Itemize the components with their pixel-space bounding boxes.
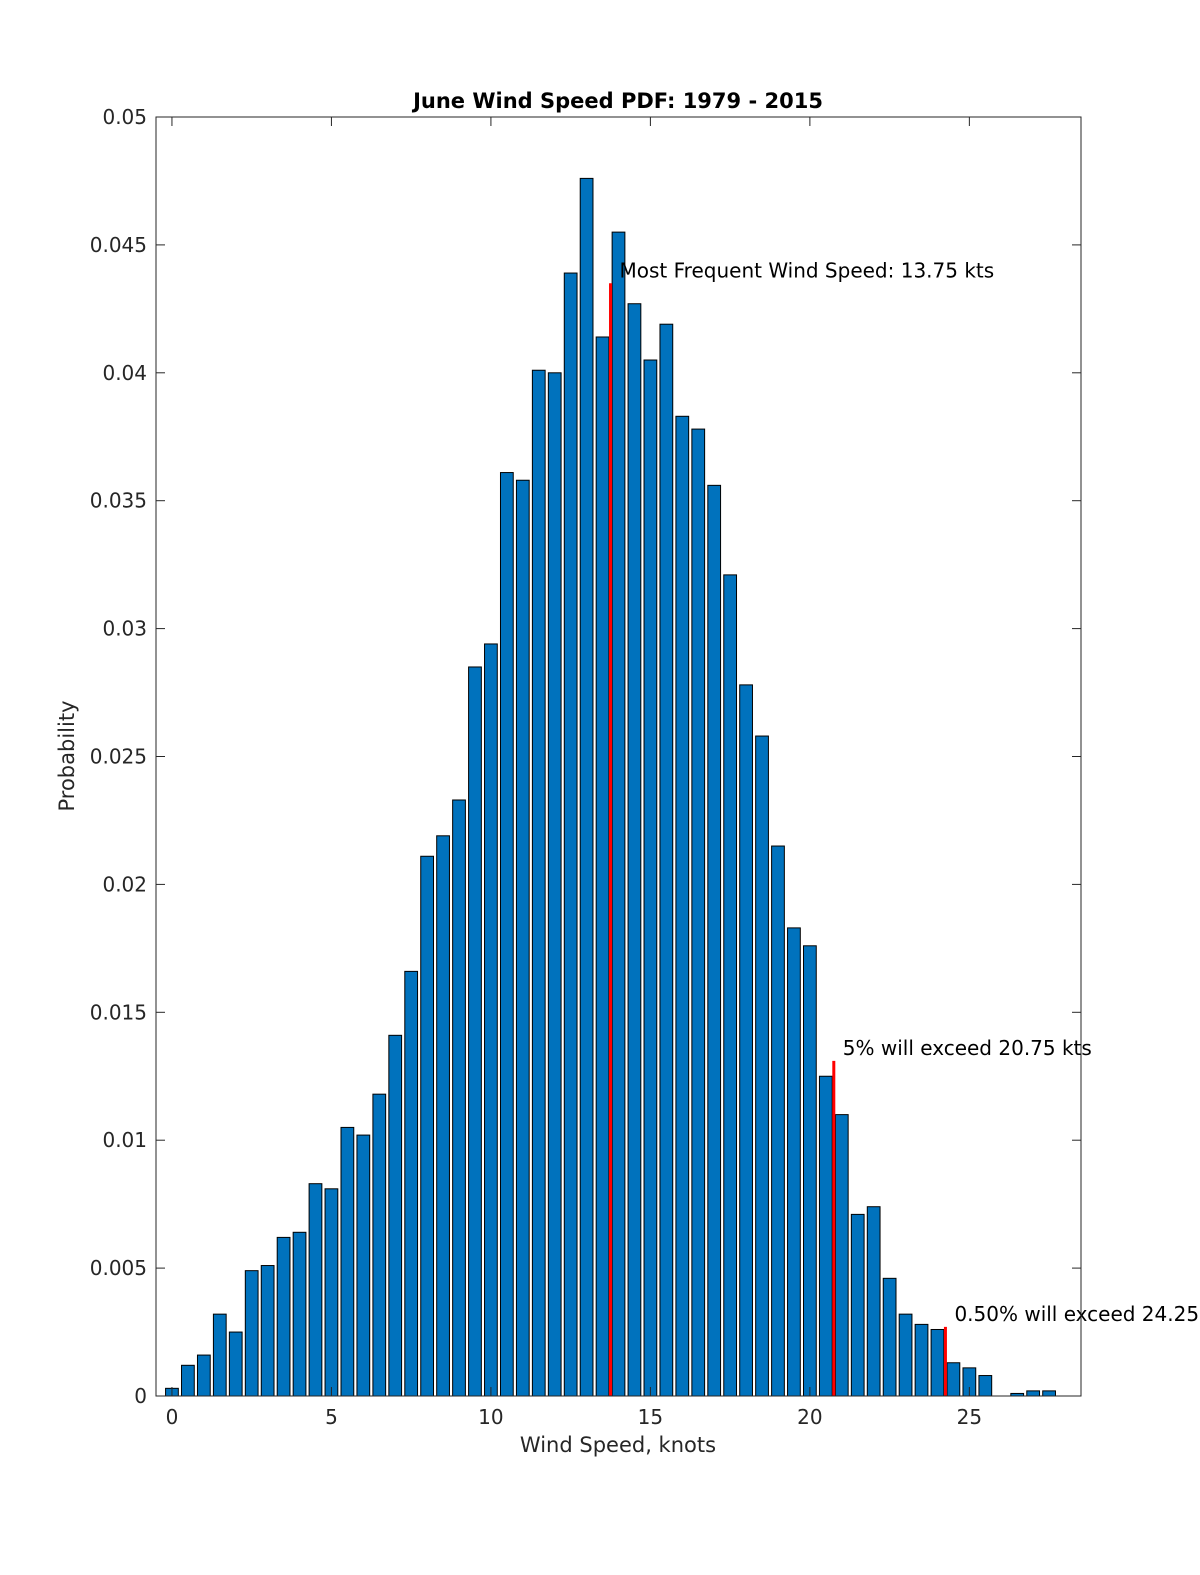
bar xyxy=(691,428,706,1397)
bar xyxy=(787,927,801,1397)
bar xyxy=(531,369,546,1397)
y-tick-label: 0.025 xyxy=(90,745,147,769)
bar xyxy=(803,945,817,1397)
y-tick-label: 0.015 xyxy=(90,1000,147,1024)
marker-label: Most Frequent Wind Speed: 13.75 kts xyxy=(620,258,995,282)
bar xyxy=(659,323,674,1397)
bar xyxy=(914,1323,929,1397)
x-tick-label: 5 xyxy=(325,1405,338,1429)
chart-title: June Wind Speed PDF: 1979 - 2015 xyxy=(411,89,823,113)
bar xyxy=(324,1188,339,1397)
y-tick-label: 0.03 xyxy=(102,617,147,641)
bar xyxy=(930,1328,945,1397)
x-tick-label: 25 xyxy=(957,1405,982,1429)
bar xyxy=(515,479,530,1397)
bar xyxy=(898,1313,913,1397)
bars-group xyxy=(165,177,1056,1397)
bar xyxy=(1026,1390,1041,1397)
marker-label: 0.50% will exceed 24.25 kts xyxy=(954,1302,1200,1326)
bar xyxy=(739,684,753,1397)
y-tick-label: 0.04 xyxy=(102,361,147,385)
x-axis-label: Wind Speed, knots xyxy=(520,1433,716,1457)
bar xyxy=(260,1265,275,1397)
bar xyxy=(308,1183,323,1397)
y-tick-label: 0.02 xyxy=(102,872,147,896)
bar xyxy=(882,1277,897,1397)
bar xyxy=(372,1093,387,1397)
bar xyxy=(707,484,722,1397)
bar xyxy=(627,303,642,1397)
bar xyxy=(946,1362,961,1397)
x-tick-label: 20 xyxy=(797,1405,822,1429)
bar xyxy=(468,666,482,1397)
bar xyxy=(834,1114,849,1397)
bar xyxy=(723,574,738,1397)
bar xyxy=(611,231,626,1397)
bar xyxy=(420,855,434,1397)
y-tick-label: 0.035 xyxy=(90,489,147,513)
x-tick-label: 10 xyxy=(478,1405,503,1429)
bar xyxy=(212,1313,227,1397)
bar xyxy=(244,1270,259,1397)
y-tick-label: 0.01 xyxy=(102,1128,147,1152)
bar xyxy=(340,1126,355,1397)
bar xyxy=(771,845,785,1397)
bar xyxy=(436,835,450,1397)
markers-group: Most Frequent Wind Speed: 13.75 kts 5% wi… xyxy=(609,258,1200,1396)
bar xyxy=(1042,1390,1056,1397)
x-tick-label: 0 xyxy=(166,1405,179,1429)
bar xyxy=(181,1364,195,1397)
bar xyxy=(978,1375,993,1397)
y-axis-label: Probability xyxy=(55,700,79,811)
y-ticks-group: 0 0.005 0.01 0.015 0.02 0.025 0.03 0.035 0.04 0.0… xyxy=(90,105,1081,1408)
x-tick-label: 15 xyxy=(638,1405,663,1429)
y-tick-label: 0.05 xyxy=(102,105,147,129)
bar xyxy=(563,272,578,1397)
bar xyxy=(356,1134,371,1397)
y-tick-label: 0.005 xyxy=(90,1256,147,1280)
bar xyxy=(755,735,769,1397)
bar xyxy=(499,472,514,1397)
y-tick-label: 0.045 xyxy=(90,233,147,257)
bar xyxy=(292,1231,307,1397)
bar xyxy=(484,643,498,1397)
bar xyxy=(595,336,610,1397)
marker-label: 5% will exceed 20.75 kts xyxy=(843,1036,1092,1060)
bar xyxy=(866,1206,881,1397)
bar xyxy=(643,359,658,1397)
bar xyxy=(579,177,594,1397)
bar xyxy=(276,1236,291,1397)
bar xyxy=(404,970,419,1397)
bar xyxy=(675,415,690,1397)
bar xyxy=(388,1034,403,1397)
bar xyxy=(547,372,562,1397)
bar xyxy=(818,1075,833,1397)
y-tick-label: 0 xyxy=(134,1384,147,1408)
bar xyxy=(850,1213,865,1397)
bar xyxy=(452,799,466,1397)
bar xyxy=(196,1354,211,1397)
bar xyxy=(228,1331,243,1397)
x-ticks-group: 0 5 10 15 20 25 xyxy=(166,117,982,1429)
